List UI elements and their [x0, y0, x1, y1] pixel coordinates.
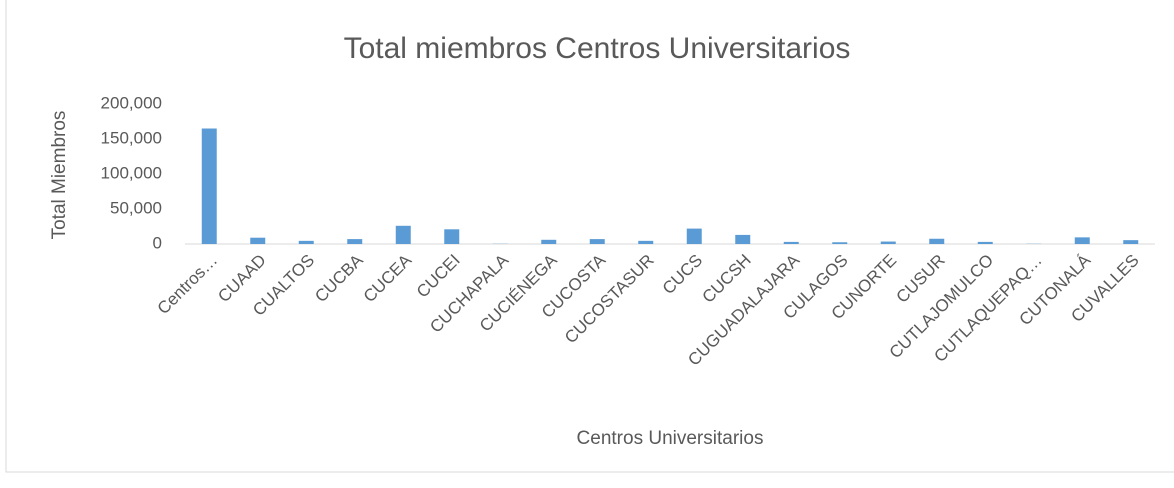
- y-tick-label: 150,000: [101, 128, 162, 147]
- bar: [832, 242, 847, 244]
- y-tick-label: 200,000: [101, 93, 162, 112]
- y-tick-label: 50,000: [110, 198, 162, 217]
- y-tick-label: 100,000: [101, 163, 162, 182]
- bar: [784, 242, 799, 244]
- x-axis-title: Centros Universitarios: [577, 428, 764, 449]
- bar: [1123, 240, 1138, 244]
- bar: [347, 239, 362, 244]
- bar: [687, 229, 702, 244]
- bar: [590, 239, 605, 244]
- y-tick-label: 0: [153, 233, 162, 252]
- bar: [638, 241, 653, 244]
- bar: [541, 240, 556, 244]
- y-axis-title: Total Miembros: [49, 111, 70, 240]
- bar: [978, 242, 993, 244]
- bar: [735, 235, 750, 244]
- bar: [929, 239, 944, 244]
- bar: [396, 226, 411, 244]
- chart-frame: [6, 0, 1174, 472]
- chart-title: Total miembros Centros Universitarios: [344, 32, 851, 65]
- bar: [202, 129, 217, 245]
- bar: [881, 242, 896, 244]
- bar: [299, 241, 314, 244]
- bar: [1075, 237, 1090, 244]
- bar: [250, 238, 265, 244]
- bar: [444, 229, 459, 244]
